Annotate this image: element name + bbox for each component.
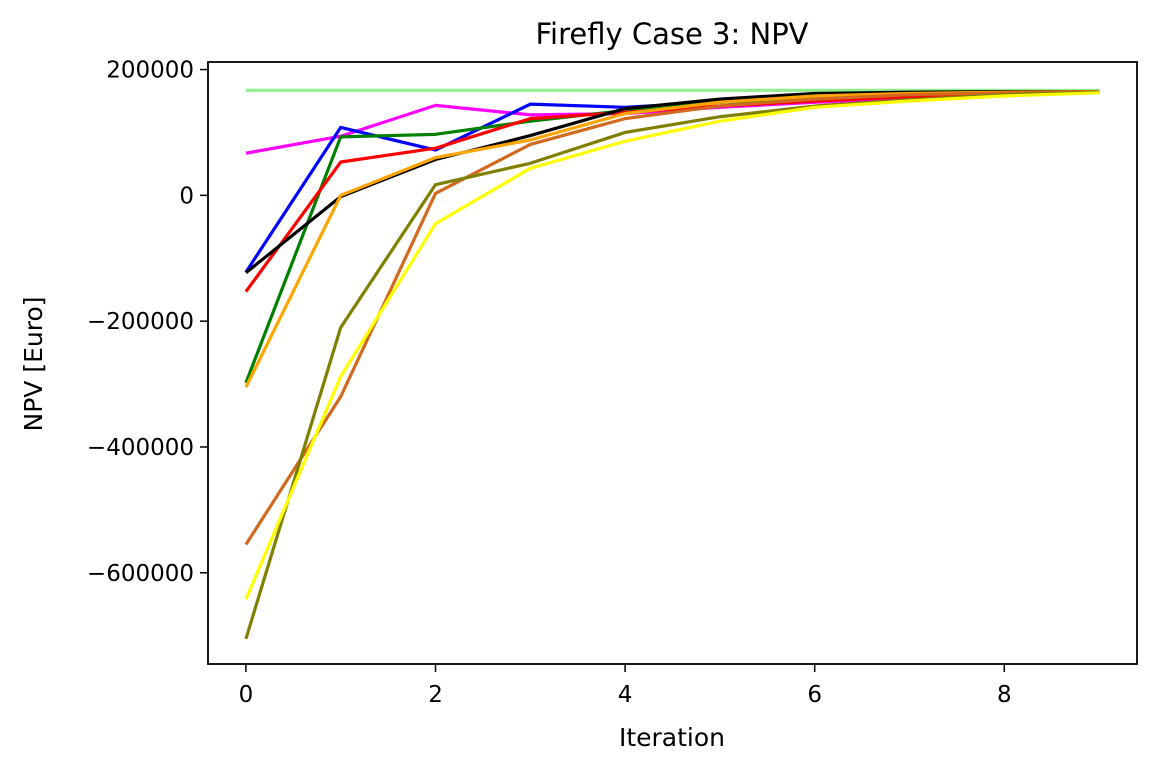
series-line-4 xyxy=(244,90,1100,384)
y-tick-label: −200000 xyxy=(87,309,194,335)
y-tick-label: 0 xyxy=(179,183,194,209)
y-tick-label: −400000 xyxy=(87,435,194,461)
y-tick-label: −600000 xyxy=(87,561,194,587)
y-tick-label: 200000 xyxy=(106,58,194,84)
plot-frame xyxy=(207,61,1138,665)
y-axis: 200000 0 −200000 −400000 −600000 xyxy=(87,58,208,587)
x-tick-label: 4 xyxy=(618,682,633,708)
series-group xyxy=(244,88,1100,640)
x-tick-label: 0 xyxy=(239,682,254,708)
series-line-10 xyxy=(244,91,1100,600)
y-axis-label: NPV [Euro] xyxy=(19,297,48,432)
x-axis: 0 2 4 6 8 xyxy=(239,664,1012,708)
x-tick-label: 8 xyxy=(997,682,1012,708)
series-line-2 xyxy=(245,90,1100,155)
series-line-8 xyxy=(244,89,1100,546)
chart-title: Firefly Case 3: NPV xyxy=(535,17,808,51)
series-line-9 xyxy=(244,90,1100,640)
x-axis-label: Iteration xyxy=(619,723,725,752)
x-tick-label: 6 xyxy=(807,682,822,708)
x-tick-label: 2 xyxy=(428,682,443,708)
series-line-5 xyxy=(244,90,1100,293)
